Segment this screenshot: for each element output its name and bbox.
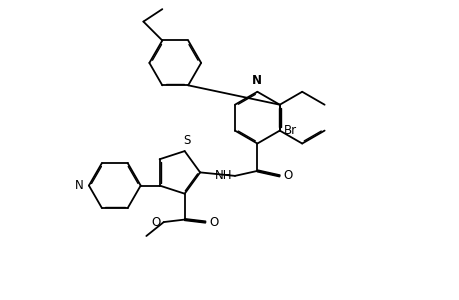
Text: NH: NH: [214, 169, 231, 182]
Text: N: N: [252, 74, 262, 87]
Text: O: O: [151, 216, 160, 229]
Text: S: S: [183, 134, 190, 147]
Text: O: O: [208, 216, 218, 229]
Text: Br: Br: [283, 124, 296, 137]
Text: N: N: [75, 179, 84, 192]
Text: O: O: [283, 169, 292, 182]
